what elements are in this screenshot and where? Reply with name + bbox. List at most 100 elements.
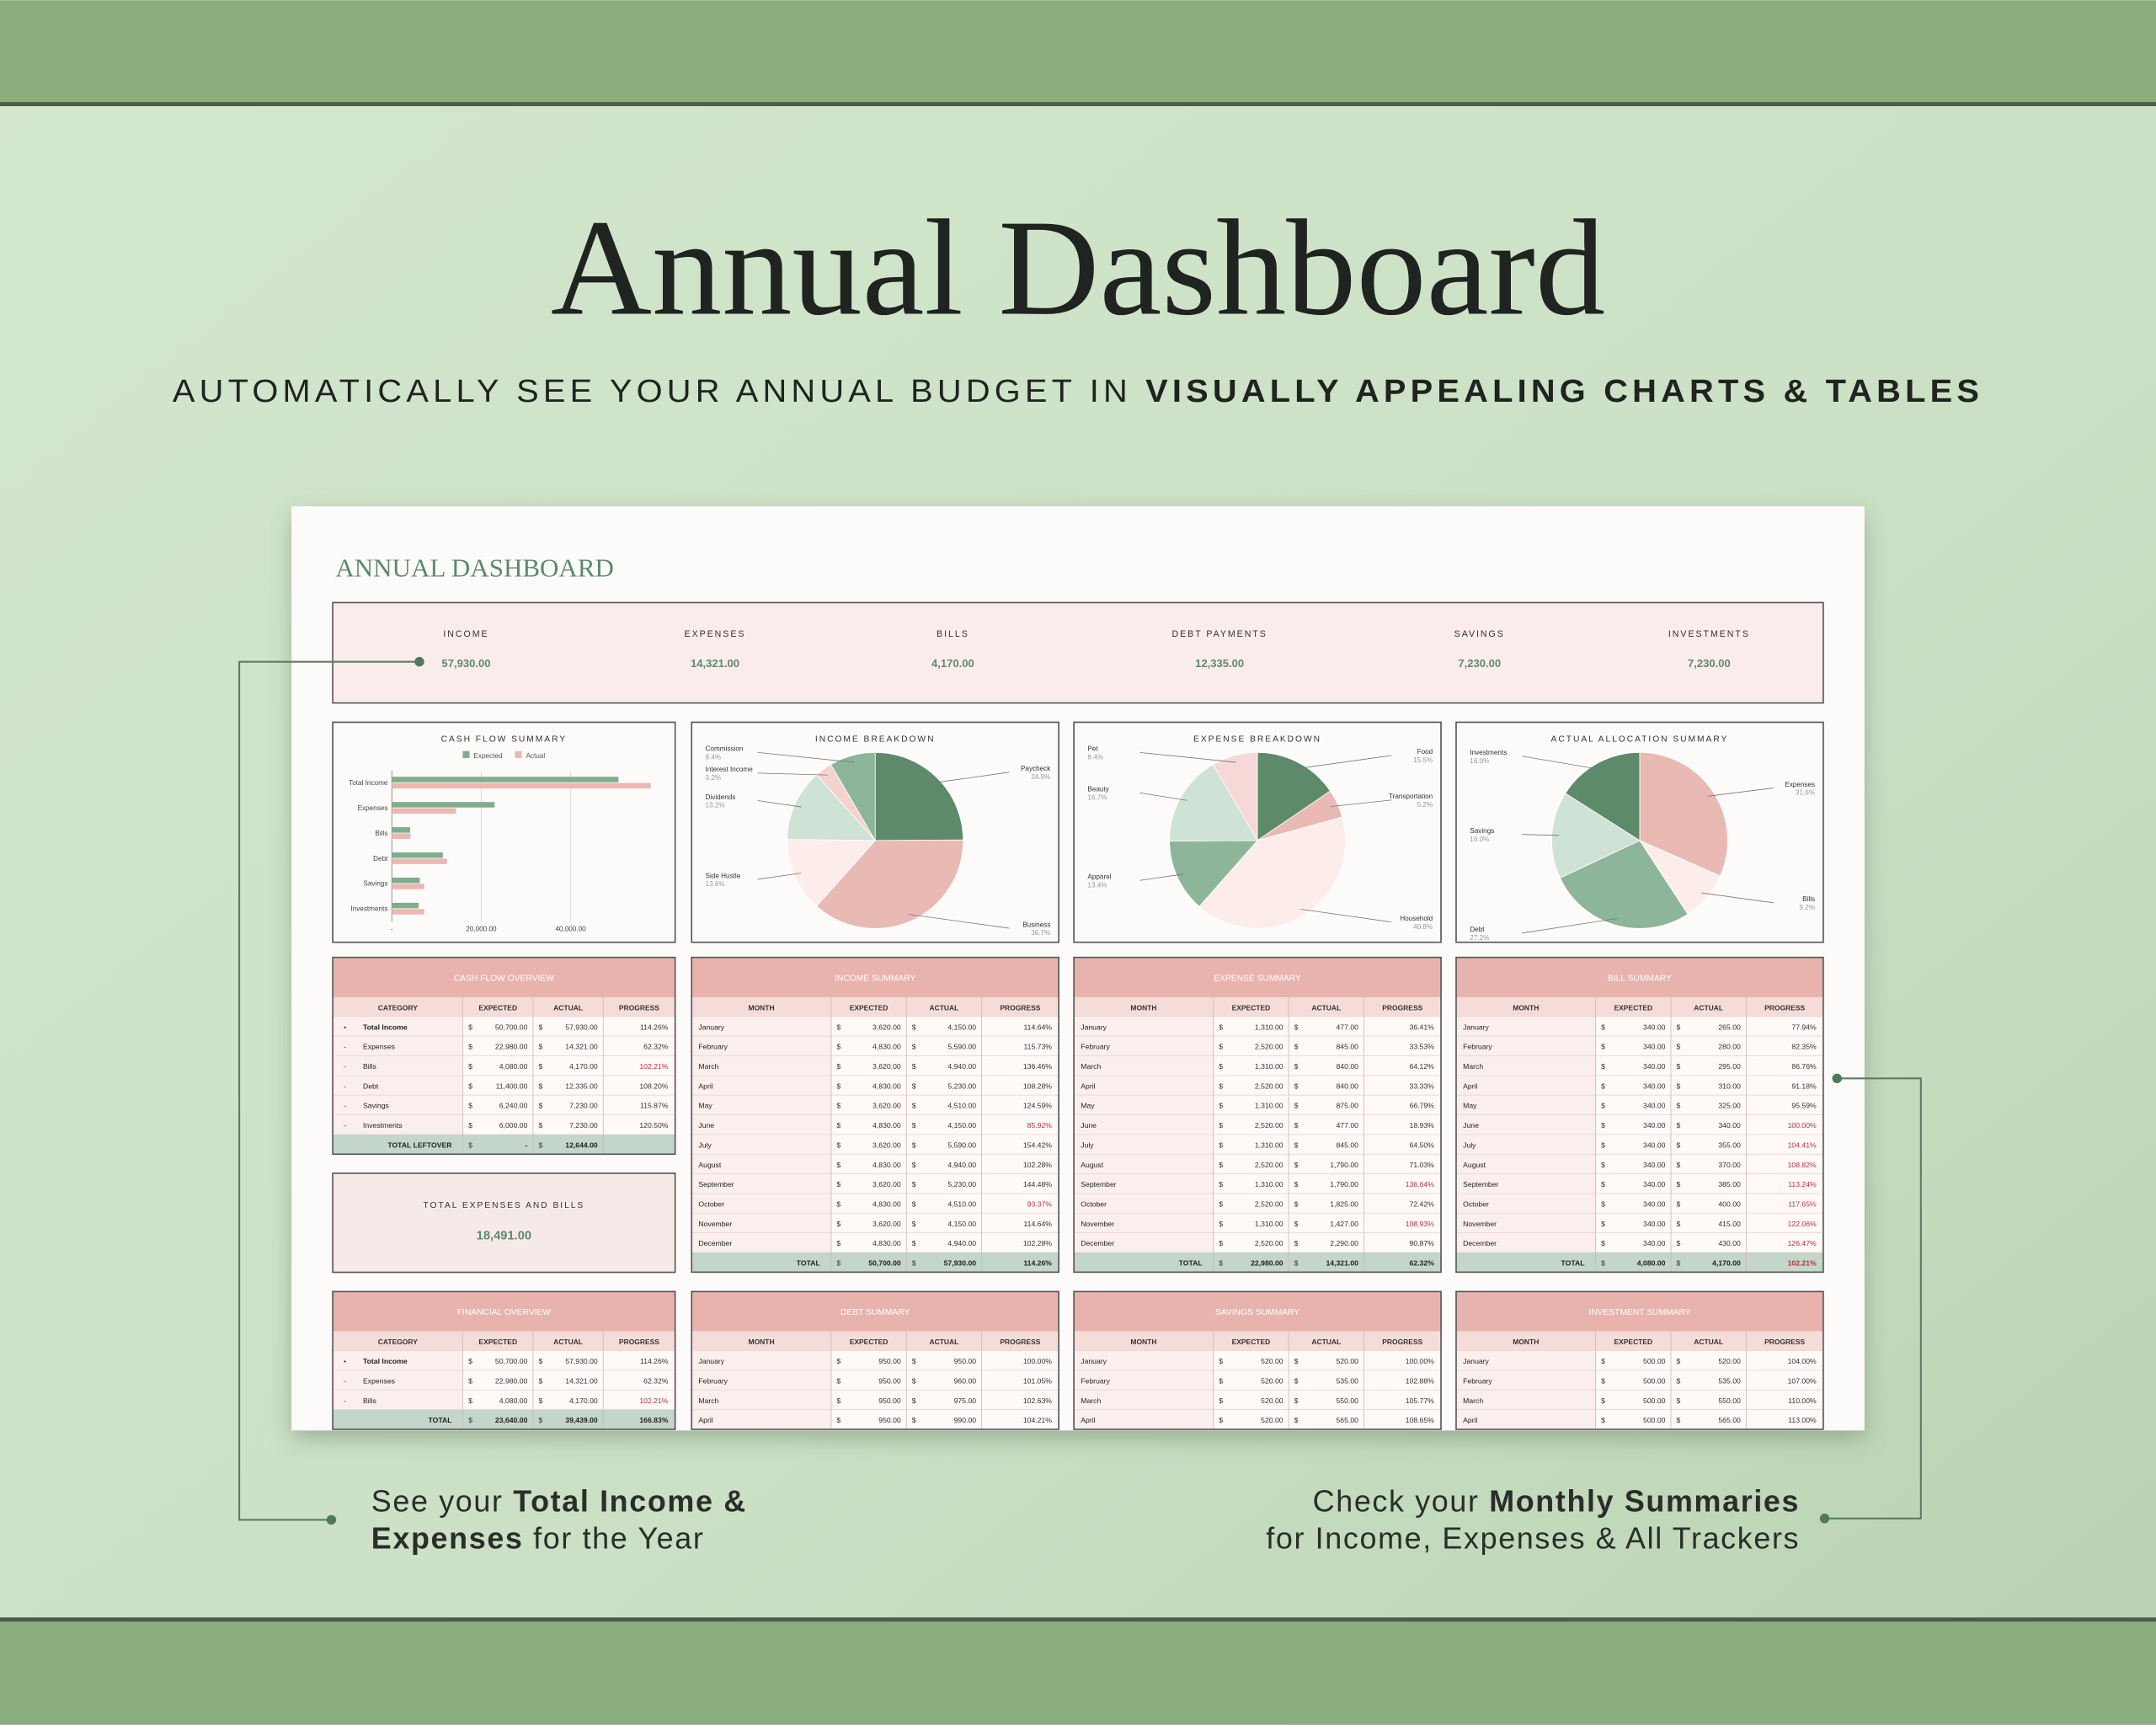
progress-value: 72.42% xyxy=(1410,1199,1435,1208)
column-label: MONTH xyxy=(749,1338,775,1346)
actual-value: 340.00 xyxy=(1718,1121,1741,1130)
currency: $ xyxy=(836,1062,841,1071)
table-frame xyxy=(691,1290,1059,1430)
actual-value: 400.00 xyxy=(1718,1199,1741,1208)
currency: $ xyxy=(468,1043,472,1051)
row-label: November xyxy=(1463,1220,1497,1228)
column-label: ACTUAL xyxy=(930,1004,959,1012)
currency: $ xyxy=(1677,1140,1681,1149)
expected-value: 2,520.00 xyxy=(1255,1081,1283,1090)
bar xyxy=(392,858,447,864)
currency: $ xyxy=(836,1140,841,1149)
leader-line xyxy=(1522,834,1560,836)
progress-value: 100.00% xyxy=(1788,1121,1817,1130)
progress-value: 95.59% xyxy=(1791,1102,1817,1110)
currency: $ xyxy=(912,1259,916,1268)
currency: $ xyxy=(836,1220,841,1228)
slice-value: 16.0% xyxy=(1470,757,1489,765)
currency: $ xyxy=(468,1140,472,1149)
total-progress: 114.26% xyxy=(1023,1259,1052,1268)
card-value: 4,170.00 xyxy=(931,657,974,670)
row-label-cell xyxy=(332,1370,463,1391)
row-label: March xyxy=(1463,1397,1483,1405)
progress-value: 113.00% xyxy=(1788,1416,1817,1424)
total-expected: 22,980.00 xyxy=(1251,1259,1283,1268)
bottom-band xyxy=(0,1620,2156,1725)
total-expected: - xyxy=(526,1140,528,1149)
column-label: CATEGORY xyxy=(378,1338,418,1346)
row-label: June xyxy=(1463,1121,1479,1130)
row-label: February xyxy=(698,1376,728,1385)
leader-line xyxy=(757,772,828,776)
row-label: April xyxy=(1081,1416,1095,1424)
x-tick-label: 20,000.00 xyxy=(466,926,497,933)
row-label: Expenses xyxy=(363,1376,396,1385)
x-tick-label: - xyxy=(391,926,393,933)
currency: $ xyxy=(1219,1161,1223,1169)
actual-value: 5,230.00 xyxy=(947,1081,976,1090)
currency: $ xyxy=(912,1376,916,1385)
progress-value: 93.37% xyxy=(1027,1199,1053,1208)
row-marker: • xyxy=(344,1023,346,1031)
column-header xyxy=(1074,1331,1442,1351)
currency: $ xyxy=(468,1062,472,1071)
actual-value: 990.00 xyxy=(954,1416,977,1424)
progress-value: 136.64% xyxy=(1406,1180,1434,1188)
currency: $ xyxy=(1601,1121,1605,1130)
actual-value: 4,510.00 xyxy=(947,1102,976,1110)
progress-value: 62.32% xyxy=(643,1043,669,1051)
expected-value: 340.00 xyxy=(1643,1121,1666,1130)
currency: $ xyxy=(912,1043,916,1051)
table-header xyxy=(333,1291,675,1332)
actual-value: 5,590.00 xyxy=(947,1140,976,1149)
expected-value: 340.00 xyxy=(1643,1180,1666,1188)
slice-label: Paycheck xyxy=(1021,765,1051,772)
expected-value: 2,520.00 xyxy=(1255,1161,1283,1169)
currency: $ xyxy=(538,1023,542,1031)
progress-value: 77.94% xyxy=(1791,1023,1817,1031)
slice-label: Savings xyxy=(1470,827,1494,835)
actual-value: 310.00 xyxy=(1718,1081,1741,1090)
row-label: April xyxy=(1081,1081,1095,1090)
currency: $ xyxy=(1677,1397,1681,1405)
progress-value: 107.00% xyxy=(1788,1376,1817,1385)
expected-value: 4,830.00 xyxy=(873,1121,901,1130)
slice-label: Investments xyxy=(1470,749,1507,756)
currency: $ xyxy=(1601,1043,1605,1051)
progress-value: 108.65% xyxy=(1406,1416,1434,1424)
currency: $ xyxy=(912,1199,916,1208)
progress-value: 154.42% xyxy=(1023,1140,1052,1149)
row-label-cell xyxy=(691,1134,832,1155)
leader-line xyxy=(757,800,802,808)
actual-value: 385.00 xyxy=(1718,1180,1741,1188)
actual-value: 550.00 xyxy=(1337,1397,1359,1405)
bar xyxy=(392,782,651,789)
column-label: MONTH xyxy=(1130,1004,1156,1012)
progress-value: 136.46% xyxy=(1023,1062,1052,1071)
row-label: Bills xyxy=(363,1062,377,1071)
currency: $ xyxy=(836,1199,841,1208)
total-label: TOTAL LEFTOVER xyxy=(387,1140,452,1149)
actual-value: 875.00 xyxy=(1337,1102,1359,1110)
actual-value: 845.00 xyxy=(1337,1043,1359,1051)
actual-value: 520.00 xyxy=(1337,1357,1359,1365)
currency: $ xyxy=(1294,1259,1299,1268)
expected-value: 3,620.00 xyxy=(873,1023,901,1031)
leader-line xyxy=(757,873,802,880)
total-actual: 14,321.00 xyxy=(1326,1259,1358,1268)
progress-value: 114.26% xyxy=(640,1357,669,1365)
progress-value: 114.64% xyxy=(1023,1220,1052,1228)
row-label-cell xyxy=(332,1035,463,1056)
currency: $ xyxy=(912,1397,916,1405)
row-label: May xyxy=(698,1102,712,1110)
y-tick-label: Total Income xyxy=(349,779,388,787)
expected-value: 340.00 xyxy=(1643,1140,1666,1149)
total-row xyxy=(333,1409,675,1429)
row-marker: - xyxy=(344,1081,346,1090)
bar xyxy=(392,808,456,814)
currency: $ xyxy=(1677,1376,1681,1385)
currency: $ xyxy=(836,1121,841,1130)
total-row xyxy=(1455,1252,1823,1273)
table-frame xyxy=(1073,1290,1442,1430)
